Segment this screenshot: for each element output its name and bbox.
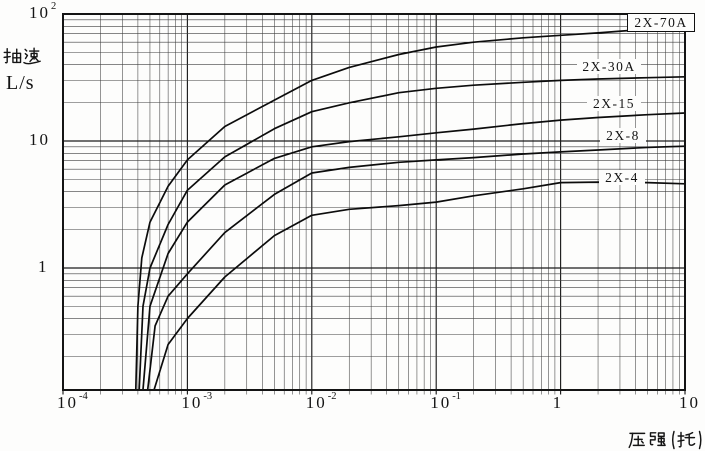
y-axis-title-pumping-speed <box>3 46 41 71</box>
curve-2x-30a <box>138 75 686 391</box>
curve-label-2x-4: 2X-4 <box>599 170 645 185</box>
x-tick-label: 10-3 <box>181 391 213 412</box>
x-tick-label: 10 <box>679 393 700 412</box>
x-tick-label: 10-2 <box>305 391 337 412</box>
cjk-text-chousu <box>3 47 41 65</box>
x-axis-title-pressure-torr <box>627 430 705 451</box>
y-tick-label: 102 <box>29 1 57 22</box>
curve-2x-4 <box>153 181 686 391</box>
x-tick-label: 1 <box>552 393 564 412</box>
curve-2x-70a <box>134 25 686 391</box>
x-tick-label: 10-1 <box>430 391 461 412</box>
x-tick-label: 10-4 <box>57 391 88 412</box>
y-tick-label: 10 <box>29 130 50 149</box>
curve-2x-8 <box>146 145 686 391</box>
cjk-text-yaqiang-tuo <box>628 430 702 450</box>
curve-label-2x-8: 2X-8 <box>600 128 646 143</box>
curve-label-2x-70a: 2X-70A <box>627 13 695 32</box>
y-tick-label: 1 <box>38 257 49 276</box>
curve-label-2x-30a: 2X-30A <box>577 59 641 74</box>
curve-label-2x-15: 2X-15 <box>587 96 641 111</box>
curve-2x-15 <box>142 112 686 391</box>
y-axis-unit-label: L/s <box>6 72 35 94</box>
curves <box>134 25 686 391</box>
plot-frame <box>62 13 686 391</box>
